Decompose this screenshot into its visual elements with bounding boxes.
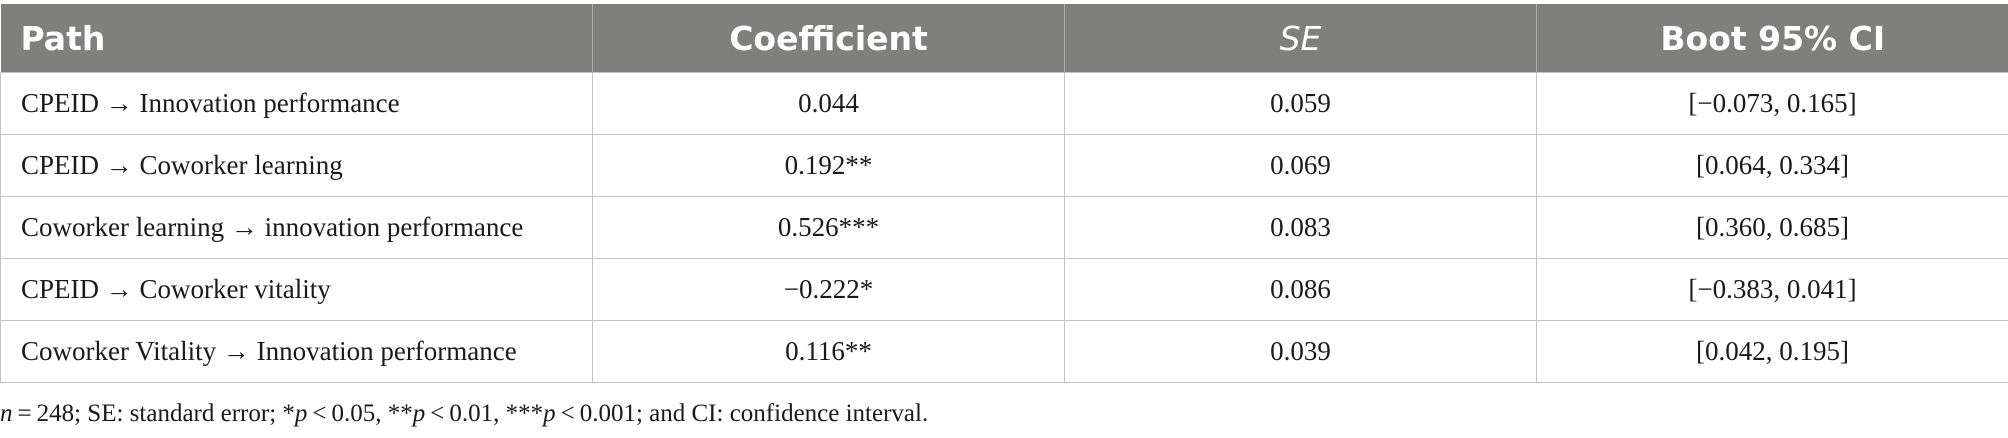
cell-coefficient: 0.526*** [592, 196, 1065, 259]
header-path: Path [0, 4, 593, 73]
footnote-p3-text: < 0.001; and CI: confidence interval. [555, 400, 929, 427]
footnote-n-var: n [0, 400, 13, 427]
cell-ci: [−0.073, 0.165] [1536, 72, 2008, 135]
results-table-container: Path Coefficient SE Boot 95% CI CPEID → … [0, 4, 2008, 383]
cell-se: 0.083 [1064, 196, 1537, 259]
cell-ci: [0.360, 0.685] [1536, 196, 2008, 259]
cell-ci: [0.042, 0.195] [1536, 320, 2008, 383]
cell-path: CPEID → Coworker vitality [0, 258, 593, 321]
header-coefficient: Coefficient [592, 4, 1065, 73]
cell-path: CPEID → Innovation performance [0, 72, 593, 135]
table-footnote: n = 248; SE: standard error; *p < 0.05, … [0, 400, 928, 428]
cell-path: CPEID → Coworker learning [0, 134, 593, 197]
cell-se: 0.039 [1064, 320, 1537, 383]
footnote-p-var: p [294, 400, 308, 427]
table-row: CPEID → Coworker vitality −0.222* 0.086 … [0, 258, 2008, 321]
cell-coefficient: 0.044 [592, 72, 1065, 135]
footnote-p-var: p [412, 400, 426, 427]
cell-path: Coworker Vitality → Innovation performan… [0, 320, 593, 383]
cell-ci: [0.064, 0.334] [1536, 134, 2008, 197]
cell-coefficient: 0.116** [592, 320, 1065, 383]
cell-se: 0.086 [1064, 258, 1537, 321]
cell-coefficient: 0.192** [592, 134, 1065, 197]
table-row: CPEID → Coworker learning 0.192** 0.069 … [0, 134, 2008, 197]
cell-se: 0.069 [1064, 134, 1537, 197]
footnote-p-var: p [543, 400, 556, 427]
path-coefficients-table: Path Coefficient SE Boot 95% CI CPEID → … [0, 4, 2008, 383]
footnote-p2-text: < 0.01, *** [425, 400, 544, 427]
header-se: SE [1064, 4, 1537, 73]
table-row: Coworker learning → innovation performan… [0, 196, 2008, 259]
footnote-n-text: = 248; SE: standard error; * [12, 400, 295, 427]
table-row: CPEID → Innovation performance 0.044 0.0… [0, 72, 2008, 135]
footnote-p1-text: < 0.05, ** [307, 400, 413, 427]
cell-se: 0.059 [1064, 72, 1537, 135]
header-boot-ci: Boot 95% CI [1536, 4, 2008, 73]
cell-ci: [−0.383, 0.041] [1536, 258, 2008, 321]
table-row: Coworker Vitality → Innovation performan… [0, 320, 2008, 383]
cell-path: Coworker learning → innovation performan… [0, 196, 593, 259]
cell-coefficient: −0.222* [592, 258, 1065, 321]
table-header-row: Path Coefficient SE Boot 95% CI [0, 4, 2008, 73]
